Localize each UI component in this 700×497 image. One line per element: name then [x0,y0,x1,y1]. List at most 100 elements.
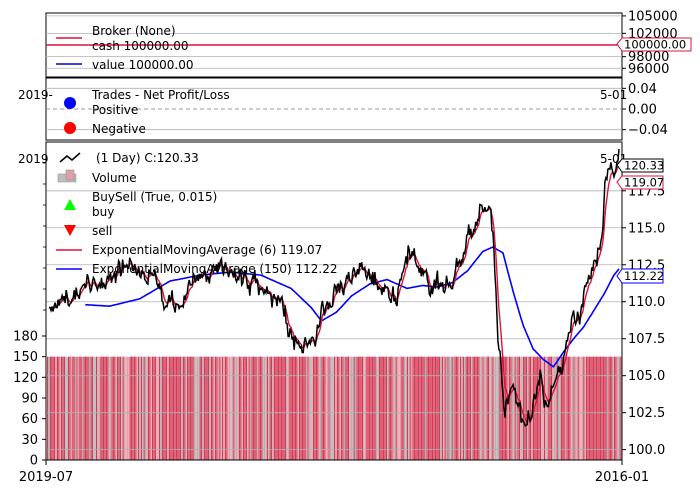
volume-bar [434,356,436,460]
volume-bar [402,356,404,460]
volume-bar [79,356,81,460]
volume-bar [412,356,414,460]
volume-bar [352,356,354,460]
volume-bar [177,356,179,460]
volume-bar [170,356,172,460]
volume-bar [551,356,553,460]
volume-bar [89,356,91,460]
volume-bar [594,356,596,460]
volume-bar [180,356,182,460]
volume-bar [301,356,303,460]
volume-bar [411,356,413,460]
volume-bar [451,356,453,460]
volume-bar [395,356,397,460]
volume-bar [307,356,309,460]
trades-panel: −0.04 0.00 0.04 2019- 5-01 Trades - Net Pr… [18,77,668,141]
trades-ytick-label: −0.04 [628,123,668,138]
volume-bar [391,356,393,460]
volume-bar [549,356,551,460]
price-last-tag-text: 120.33 [624,159,664,173]
volume-bar [509,356,511,460]
volume-bar [511,356,513,460]
volume-bar [275,356,277,460]
volume-bar [80,356,82,460]
volume-bar [294,356,296,460]
volume-bar [282,356,284,460]
volume-bar [602,356,604,460]
volume-bar [574,356,576,460]
volume-bar [419,356,421,460]
volume-bar [573,356,575,460]
volume-bar [605,356,607,460]
volume-bar [476,356,478,460]
volume-bar [362,356,364,460]
volume-ytick-label: 150 [13,350,38,365]
volume-bar [83,356,85,460]
volume-bar [248,356,250,460]
volume-bar [548,356,550,460]
volume-bar [350,356,352,460]
volume-bar [513,356,515,460]
volume-bar [399,356,401,460]
volume-bar [485,356,487,460]
volume-bar [264,356,266,460]
volume-bar [364,356,366,460]
volume-ytick-label: 120 [13,371,38,386]
volume-bar [408,356,410,460]
legend-volume-label: Volume [92,171,137,185]
volume-bar [593,356,595,460]
volume-bar [329,356,331,460]
volume-bar [299,356,301,460]
volume-bar [510,356,512,460]
volume-bar [579,356,581,460]
volume-bar [233,356,235,460]
volume-bar [132,356,134,460]
volume-bar [439,356,441,460]
volume-bar [154,356,156,460]
x-axis: 2019-07 2016-01 [19,460,649,485]
volume-bar [581,356,583,460]
legend-positive-marker [64,97,76,109]
broker-last-value-tag: 100000.00 [616,37,692,52]
volume-bar [576,356,578,460]
volume-bar [335,356,337,460]
volume-bar [272,356,274,460]
volume-bar [313,356,315,460]
volume-bar [320,356,322,460]
volume-bar [103,356,105,460]
volume-bar [357,356,359,460]
volume-bar [306,356,308,460]
volume-bar [121,356,123,460]
volume-bar [482,356,484,460]
volume-bar [90,356,92,460]
volume-bar [297,356,299,460]
legend-price-label: (1 Day) C:120.33 [96,151,199,165]
legend-trades-title: Trades - Net Profit/Loss [91,88,230,102]
volume-bar [105,356,107,460]
volume-bar [161,356,163,460]
volume-bar [49,356,51,460]
volume-bar [338,356,340,460]
volume-bar [54,356,56,460]
volume-bar [104,356,106,460]
price-ytick-label: 107.5 [628,332,665,347]
volume-bar [118,356,120,460]
volume-bar [321,356,323,460]
legend-negative-label: Negative [92,122,146,136]
legend-cash-label: cash 100000.00 [92,39,189,53]
volume-bar [392,356,394,460]
volume-bar [454,356,456,460]
legend-ema-6-label: ExponentialMovingAverage (6) 119.07 [92,243,322,257]
volume-bar [567,356,569,460]
volume-bar [47,356,49,460]
volume-bar [206,356,208,460]
ema-150-last-tag: 112.22 [616,268,664,284]
volume-bar [616,356,618,460]
volume-bar [171,356,173,460]
volume-ytick-label: 0 [30,454,38,469]
volume-bar [111,356,113,460]
volume-bar [363,356,365,460]
volume-bar [460,356,462,460]
volume-bar [615,356,617,460]
